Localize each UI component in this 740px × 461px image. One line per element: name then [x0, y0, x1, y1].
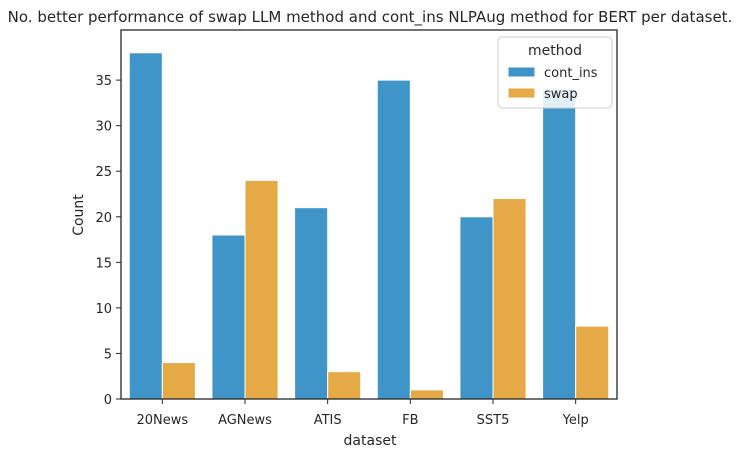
plot-frame	[120, 29, 618, 400]
bar-swap-sst5	[492, 198, 527, 400]
x-tick-label: FB	[402, 413, 418, 428]
bar-cont-ins-agnews	[211, 234, 246, 400]
legend-label-cont-ins: cont_ins	[544, 66, 598, 81]
x-tick-label: Yelp	[562, 413, 589, 428]
x-tick-label: AGNews	[218, 413, 272, 428]
y-tick-label: 0	[104, 393, 112, 408]
x-tick-label: SST5	[477, 413, 510, 428]
bar-swap-yelp	[575, 325, 610, 400]
y-tick-label: 25	[95, 165, 112, 180]
legend-swatch-swap	[507, 87, 536, 99]
x-tick-label: 20News	[136, 413, 188, 428]
y-tick-label: 5	[104, 347, 112, 362]
legend-label-swap: swap	[544, 87, 578, 102]
y-tick-label: 20	[95, 211, 112, 226]
legend-swatch-cont-ins	[507, 66, 536, 78]
y-tick-label: 10	[95, 302, 112, 317]
y-tick-label: 30	[95, 120, 112, 135]
y-tick-label: 35	[95, 74, 112, 89]
bar-swap-agnews	[244, 179, 279, 400]
chart-title: No. better performance of swap LLM metho…	[8, 8, 733, 27]
legend-title: method	[528, 43, 582, 59]
bar-cont-ins-fb	[376, 79, 411, 400]
x-tick-label: ATIS	[314, 413, 342, 428]
plot-area: 20News AGNews ATIS FB SST5 Yelp 0 5 10 15 20 25 30 35	[95, 29, 618, 428]
bar-cont-ins-yelp	[542, 88, 577, 400]
bar-cont-ins-sst5	[459, 216, 494, 400]
bar-cont-ins-20news	[128, 52, 163, 400]
x-axis-label: dataset	[344, 433, 397, 449]
y-tick-label: 15	[95, 256, 112, 271]
bar-swap-fb	[409, 389, 444, 400]
y-axis-label: Count	[71, 194, 87, 236]
bar-swap-atis	[327, 371, 362, 400]
bar-swap-20news	[161, 362, 196, 400]
bar-cont-ins-atis	[294, 207, 329, 400]
